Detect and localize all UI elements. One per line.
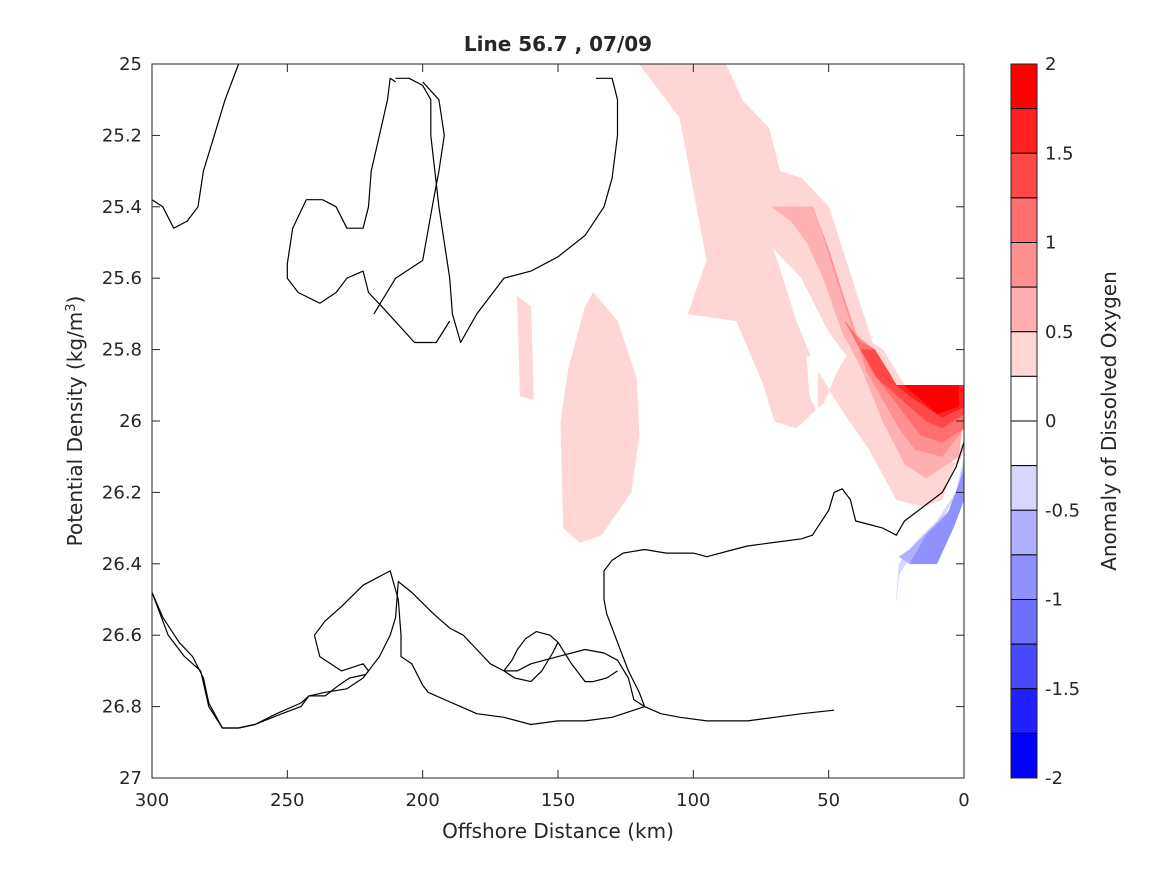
x-tick-label: 0 — [958, 790, 969, 811]
plot-area: 300 250 200 150 100 50 0 2525.225.425.625.8262… — [102, 54, 970, 811]
y-tick-label: 25.6 — [102, 268, 142, 289]
zero-contour-lines — [151, 63, 965, 729]
colorbar-bin — [1010, 375, 1038, 422]
x-tick-label: 200 — [405, 790, 439, 811]
y-tick-label: 26.4 — [102, 554, 142, 575]
x-tick-label: 250 — [270, 790, 304, 811]
y-tick-label: 26 — [119, 411, 142, 432]
x-tick-label: 50 — [817, 790, 840, 811]
contour-line-7 — [503, 630, 618, 683]
filled-region-level-1_75-9 — [903, 385, 959, 415]
contour-line-1 — [395, 77, 619, 344]
contour-line-8 — [503, 642, 559, 683]
filled-region-level-neg0_75-13 — [909, 470, 965, 565]
x-axis-label: Offshore Distance (km) — [442, 819, 674, 843]
plot-background — [152, 64, 964, 778]
colorbar-tick-label: 1.5 — [1045, 143, 1074, 164]
colorbar-bin — [1010, 554, 1038, 600]
colorbar-bin — [1010, 732, 1038, 779]
y-tick-label: 25 — [119, 54, 142, 75]
colorbar-bin — [1010, 63, 1038, 110]
colorbar-tick-label: 0 — [1045, 411, 1056, 432]
colorbar-bin — [1010, 286, 1038, 333]
x-tick-label: 100 — [676, 790, 710, 811]
colorbar-bin — [1010, 643, 1038, 690]
contour-line-2 — [373, 81, 445, 315]
y-axis-label-main: Potential Density (kg/m — [63, 312, 87, 547]
colorbar-tick-label: -1 — [1045, 590, 1063, 611]
y-tick-label: 25.8 — [102, 340, 142, 361]
colorbar-frame — [1010, 63, 1038, 779]
y-tick-label: 25.4 — [102, 197, 142, 218]
x-axis-ticks: 300 250 200 150 100 50 0 — [135, 64, 970, 811]
contour-line-6 — [151, 442, 965, 729]
colorbar-bin — [1010, 420, 1038, 467]
y-tick-label: 26.2 — [102, 482, 142, 503]
contour-line-3 — [322, 77, 396, 229]
colorbar-bin — [1010, 242, 1038, 288]
colorbar-bins — [1010, 63, 1038, 779]
y-tick-label: 27 — [119, 768, 142, 789]
colorbar-ticks: 2 1.5 1 0.5 0 -0.5 -1 -1.5 -2 — [1045, 54, 1080, 789]
colorbar-bin — [1010, 599, 1038, 645]
y-axis-ticks: 25 25.2 25.4 25.6 25.8 26 26.2 26.4 26.6 26.8 27 — [102, 54, 964, 789]
y-tick-label: 26.8 — [102, 697, 142, 718]
x-tick-label: 150 — [541, 790, 575, 811]
colorbar-bin — [1010, 331, 1038, 377]
colorbar-bin — [1010, 509, 1038, 556]
colorbar-tick-label: 1 — [1045, 233, 1056, 254]
colorbar-tick-label: 0.5 — [1045, 322, 1074, 343]
contour-line-4 — [286, 199, 451, 344]
x-tick-label: 300 — [135, 790, 169, 811]
y-axis-label-superscript: 3 — [64, 303, 79, 311]
colorbar-tick-label: 2 — [1045, 54, 1056, 75]
filled-region-level-0-10 — [806, 356, 819, 415]
colorbar-bin — [1010, 688, 1038, 734]
colorbar-label: Anomaly of Dissolved Oxygen — [1097, 271, 1121, 571]
colorbar-tick-label: -2 — [1045, 768, 1063, 789]
colorbar-bin — [1010, 197, 1038, 243]
colorbar-tick-label: -1.5 — [1045, 679, 1080, 700]
y-axis-label-close: ) — [63, 296, 87, 304]
colorbar-bin — [1010, 152, 1038, 199]
filled-region-level-0_25-3 — [560, 292, 640, 543]
colorbar-bin — [1010, 108, 1038, 154]
colorbar-bin — [1010, 465, 1038, 511]
y-tick-label: 26.6 — [102, 625, 142, 646]
contour-line-0 — [151, 63, 240, 229]
chart-title: Line 56.7 , 07/09 — [464, 32, 652, 56]
y-axis-label: Potential Density (kg/m3) — [63, 296, 87, 547]
colorbar-tick-label: -0.5 — [1045, 500, 1080, 521]
filled-region-level-0_25-2 — [517, 295, 534, 400]
filled-contours — [517, 63, 965, 600]
y-tick-label: 25.2 — [102, 125, 142, 146]
colorbar: 2 1.5 1 0.5 0 -0.5 -1 -1.5 -2 Anomaly of Dissolv… — [1010, 54, 1121, 789]
